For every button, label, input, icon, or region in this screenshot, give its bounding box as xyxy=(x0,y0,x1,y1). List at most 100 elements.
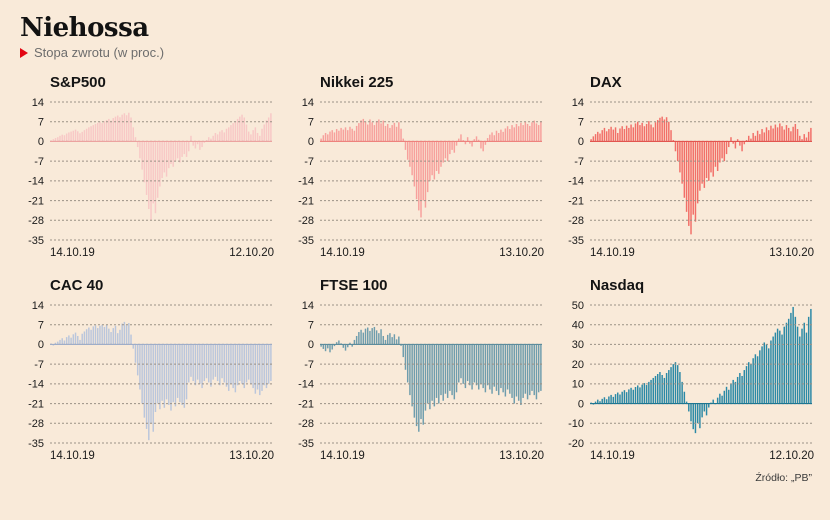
gridlines xyxy=(590,304,812,444)
svg-text:-35: -35 xyxy=(298,235,314,246)
svg-text:-21: -21 xyxy=(568,195,584,207)
bar-chart-nikkei225: 14 7 0 -7 -14 -21 -28 -35 xyxy=(290,94,544,246)
svg-text:-14: -14 xyxy=(568,176,584,188)
page-title: Niehossa xyxy=(20,13,149,43)
charts-grid: S&P500 14 7 0 -7 -14 -21 -28 -35 14.10.19 12.10… xyxy=(0,60,830,462)
gridlines xyxy=(320,101,542,241)
svg-text:-21: -21 xyxy=(28,195,44,207)
x-start-label: 14.10.19 xyxy=(50,247,95,259)
chart-title: Nasdaq xyxy=(590,277,645,294)
svg-text:-28: -28 xyxy=(568,215,584,227)
page-subtitle: Stopa zwrotu (w proc.) xyxy=(34,45,165,60)
x-axis-labels: 14.10.19 12.10.20 xyxy=(560,450,814,462)
x-axis-labels: 14.10.19 13.10.20 xyxy=(20,450,274,462)
svg-text:0: 0 xyxy=(578,398,584,410)
svg-text:7: 7 xyxy=(308,117,314,129)
y-tick-labels: 14 7 0 -7 -14 -21 -28 -35 xyxy=(28,97,44,246)
bars xyxy=(50,321,272,441)
gridlines xyxy=(320,304,542,444)
svg-text:-14: -14 xyxy=(28,176,44,188)
svg-text:-28: -28 xyxy=(28,215,44,227)
chart-title: DAX xyxy=(590,74,622,91)
bullet-triangle-icon xyxy=(20,47,28,58)
svg-text:0: 0 xyxy=(38,136,44,148)
chart-canvas: 50 40 30 20 10 0 -10 -20 xyxy=(568,300,812,449)
svg-text:-10: -10 xyxy=(568,418,584,430)
chart-canvas: 14 7 0 -7 -14 -21 -28 -35 xyxy=(28,97,272,246)
x-axis-labels: 14.10.19 12.10.20 xyxy=(20,247,274,259)
bars xyxy=(320,326,542,432)
svg-text:14: 14 xyxy=(32,97,44,109)
x-end-label: 13.10.20 xyxy=(229,450,274,462)
svg-text:7: 7 xyxy=(308,320,314,332)
x-start-label: 14.10.19 xyxy=(590,247,635,259)
bars xyxy=(590,116,812,235)
gridlines xyxy=(50,101,272,241)
svg-text:0: 0 xyxy=(38,339,44,351)
svg-text:20: 20 xyxy=(572,359,584,371)
svg-text:-7: -7 xyxy=(34,156,44,168)
chart-title: Nikkei 225 xyxy=(320,74,394,91)
chart-sp500: S&P500 14 7 0 -7 -14 -21 -28 -35 14.10.19 12.10… xyxy=(20,74,274,259)
x-start-label: 14.10.19 xyxy=(50,450,95,462)
page-subtitle-row: Stopa zwrotu (w proc.) xyxy=(20,45,830,60)
x-axis-labels: 14.10.19 13.10.20 xyxy=(560,247,814,259)
bar-chart-dax: 14 7 0 -7 -14 -21 -28 -35 xyxy=(560,94,814,246)
svg-text:14: 14 xyxy=(302,300,314,312)
chart-nikkei225: Nikkei 225 14 7 0 -7 -14 -21 -28 -35 14.10.19 1… xyxy=(290,74,544,259)
chart-title: S&P500 xyxy=(50,74,106,91)
bars xyxy=(590,306,812,434)
bar-chart-sp500: 14 7 0 -7 -14 -21 -28 -35 xyxy=(20,94,274,246)
chart-canvas: 14 7 0 -7 -14 -21 -28 -35 xyxy=(28,300,272,449)
svg-text:-28: -28 xyxy=(298,215,314,227)
svg-text:0: 0 xyxy=(308,136,314,148)
svg-text:14: 14 xyxy=(302,97,314,109)
svg-text:7: 7 xyxy=(38,320,44,332)
svg-text:30: 30 xyxy=(572,339,584,351)
svg-text:-14: -14 xyxy=(28,379,44,391)
y-tick-labels: 50 40 30 20 10 0 -10 -20 xyxy=(568,300,584,449)
chart-canvas: 14 7 0 -7 -14 -21 -28 -35 xyxy=(568,97,812,246)
chart-nasdaq: Nasdaq 50 40 30 20 10 0 -10 -20 14.10.19 12.10.… xyxy=(560,277,814,462)
y-tick-labels: 14 7 0 -7 -14 -21 -28 -35 xyxy=(28,300,44,449)
x-start-label: 14.10.19 xyxy=(320,450,365,462)
bar-chart-ftse100: 14 7 0 -7 -14 -21 -28 -35 xyxy=(290,297,544,449)
svg-text:7: 7 xyxy=(38,117,44,129)
gridlines xyxy=(50,304,272,444)
svg-text:-35: -35 xyxy=(28,438,44,449)
source-credit: Źródło: „PB” xyxy=(755,472,812,484)
chart-cac40: CAC 40 14 7 0 -7 -14 -21 -28 -35 14.10.19 13.10… xyxy=(20,277,274,462)
x-end-label: 13.10.20 xyxy=(499,450,544,462)
x-end-label: 13.10.20 xyxy=(499,247,544,259)
gridlines xyxy=(590,101,812,241)
svg-text:-20: -20 xyxy=(568,438,584,449)
x-end-label: 12.10.20 xyxy=(229,247,274,259)
svg-text:0: 0 xyxy=(578,136,584,148)
page-header: Niehossa Stopa zwrotu (w proc.) xyxy=(0,0,830,60)
svg-text:-7: -7 xyxy=(304,359,314,371)
chart-title: CAC 40 xyxy=(50,277,104,294)
chart-canvas: 14 7 0 -7 -14 -21 -28 -35 xyxy=(298,300,542,449)
bar-chart-nasdaq: 50 40 30 20 10 0 -10 -20 xyxy=(560,297,814,449)
svg-text:-14: -14 xyxy=(298,379,314,391)
bars xyxy=(320,118,542,218)
svg-text:-21: -21 xyxy=(28,398,44,410)
svg-text:0: 0 xyxy=(308,339,314,351)
svg-text:-7: -7 xyxy=(574,156,584,168)
svg-text:50: 50 xyxy=(572,300,584,312)
svg-text:-35: -35 xyxy=(298,438,314,449)
chart-canvas: 14 7 0 -7 -14 -21 -28 -35 xyxy=(298,97,542,246)
x-axis-labels: 14.10.19 13.10.20 xyxy=(290,450,544,462)
chart-title: FTSE 100 xyxy=(320,277,388,294)
svg-text:-7: -7 xyxy=(34,359,44,371)
x-start-label: 14.10.19 xyxy=(320,247,365,259)
svg-text:-35: -35 xyxy=(28,235,44,246)
svg-text:-7: -7 xyxy=(304,156,314,168)
chart-dax: DAX 14 7 0 -7 -14 -21 -28 -35 14.10.19 13.10.20 xyxy=(560,74,814,259)
y-tick-labels: 14 7 0 -7 -14 -21 -28 -35 xyxy=(298,300,314,449)
svg-text:-28: -28 xyxy=(28,418,44,430)
bar-chart-cac40: 14 7 0 -7 -14 -21 -28 -35 xyxy=(20,297,274,449)
x-axis-labels: 14.10.19 13.10.20 xyxy=(290,247,544,259)
x-end-label: 12.10.20 xyxy=(769,450,814,462)
y-tick-labels: 14 7 0 -7 -14 -21 -28 -35 xyxy=(298,97,314,246)
